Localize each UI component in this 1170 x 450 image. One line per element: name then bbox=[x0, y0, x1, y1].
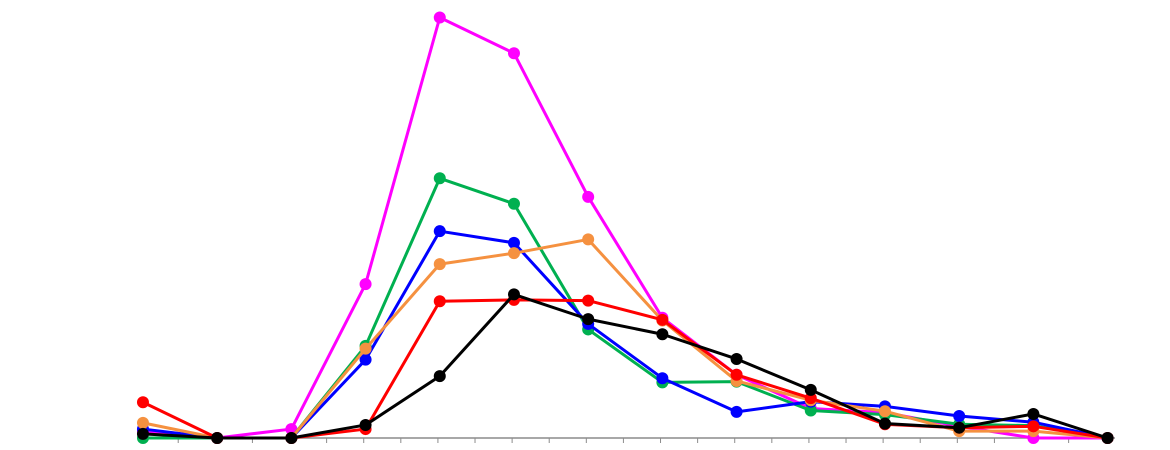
data-point bbox=[656, 328, 669, 341]
data-point bbox=[136, 427, 149, 440]
data-point bbox=[656, 372, 669, 385]
data-point bbox=[359, 418, 372, 431]
data-point bbox=[730, 405, 743, 418]
data-point bbox=[211, 432, 224, 444]
data-point bbox=[433, 370, 446, 383]
series-5 bbox=[136, 293, 1114, 444]
data-point bbox=[433, 11, 446, 24]
data-point bbox=[136, 416, 149, 429]
series-line bbox=[142, 16, 1108, 440]
data-point bbox=[507, 236, 520, 249]
data-point bbox=[359, 342, 372, 355]
series-2 bbox=[136, 172, 1114, 444]
data-point bbox=[433, 258, 446, 271]
series-group bbox=[136, 11, 1114, 444]
data-point bbox=[359, 278, 372, 291]
data-point bbox=[1027, 420, 1040, 433]
data-point bbox=[433, 225, 446, 238]
data-point bbox=[433, 295, 446, 308]
data-point bbox=[507, 288, 520, 301]
data-point bbox=[285, 432, 298, 444]
series-4 bbox=[136, 233, 1114, 444]
series-6 bbox=[136, 288, 1114, 444]
data-point bbox=[1101, 432, 1114, 444]
data-point bbox=[730, 368, 743, 381]
data-point bbox=[953, 421, 966, 434]
data-point bbox=[582, 313, 595, 326]
data-point bbox=[804, 383, 817, 396]
series-line bbox=[142, 237, 1108, 440]
data-point bbox=[507, 247, 520, 260]
data-point bbox=[730, 352, 743, 365]
data-point bbox=[953, 410, 966, 423]
data-point bbox=[878, 417, 891, 430]
data-point bbox=[136, 396, 149, 409]
series-line bbox=[142, 229, 1108, 440]
data-point bbox=[507, 47, 520, 60]
data-point bbox=[582, 233, 595, 246]
data-point bbox=[507, 197, 520, 210]
data-point bbox=[804, 404, 817, 417]
data-point bbox=[656, 313, 669, 326]
series-1 bbox=[136, 11, 1114, 444]
data-point bbox=[804, 392, 817, 405]
data-point bbox=[433, 172, 446, 185]
data-point bbox=[1027, 407, 1040, 420]
data-point bbox=[582, 190, 595, 203]
data-point bbox=[582, 294, 595, 307]
data-point bbox=[878, 405, 891, 418]
series-line bbox=[142, 292, 1109, 440]
data-point bbox=[359, 353, 372, 366]
series-line bbox=[142, 176, 1108, 440]
